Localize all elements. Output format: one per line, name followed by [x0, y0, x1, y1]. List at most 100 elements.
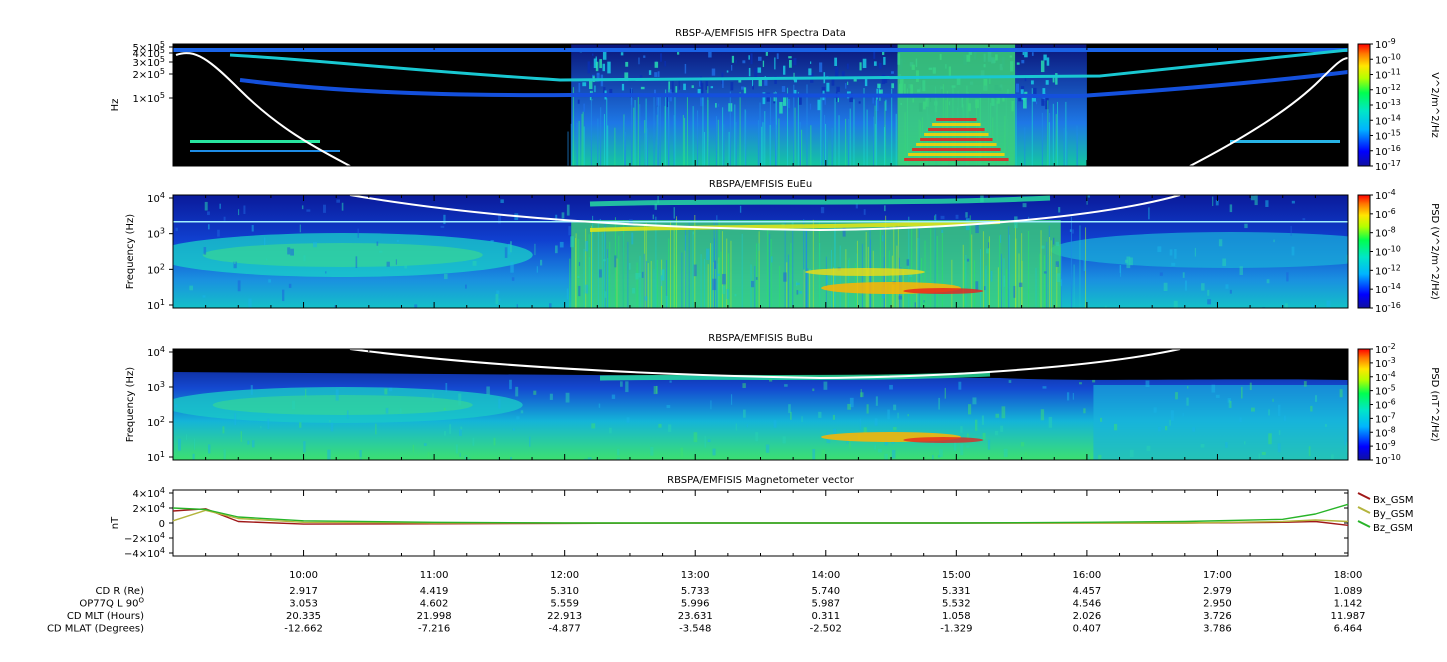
colorbar-hfr	[1357, 43, 1371, 167]
xtick-label-8: 18:00	[1334, 570, 1363, 581]
ephemeris-value: 5.331	[942, 586, 971, 597]
colorbar-eueu	[1357, 194, 1371, 309]
ephemeris-value: 4.457	[1073, 586, 1102, 597]
legend-swatch-1	[1357, 506, 1371, 514]
spectrogram-hfr	[173, 44, 1348, 166]
ephemeris-label-0: CD R (Re)	[96, 586, 145, 597]
colorbar-tick-bubu-7: 10-9	[1375, 439, 1396, 453]
legend-swatch-0	[1357, 492, 1371, 500]
panel-hfr: RBSP-A/EMFISIS HFR Spectra Data 5×1054×10…	[110, 28, 1440, 173]
ephemeris-value: 5.559	[550, 599, 579, 610]
ephemeris-value: 2.917	[289, 586, 318, 597]
colorbar-tick-eueu-6: 10-16	[1375, 301, 1401, 315]
colorbar-tick-eueu-1: 10-6	[1375, 207, 1396, 221]
ephemeris-value: -4.877	[549, 624, 581, 635]
colorbar-tick-bubu-3: 10-5	[1375, 384, 1396, 398]
colorbar-tick-hfr-8: 10-17	[1375, 159, 1401, 173]
ephemeris-value: -2.502	[810, 624, 842, 635]
legend-swatch-2	[1357, 520, 1371, 528]
ephemeris-label-3: CD MLAT (Degrees)	[47, 624, 144, 635]
ephemeris-value: 1.089	[1334, 586, 1363, 597]
ephemeris-value: 23.631	[678, 611, 713, 622]
panel-title-bubu: RBSPA/EMFISIS BuBu	[708, 333, 812, 344]
mag-ytick-2: 0	[159, 519, 165, 530]
ephemeris-value: 5.987	[811, 599, 840, 610]
colorbar-label-bubu: PSD (nT^2/Hz)	[1429, 367, 1440, 441]
ephemeris-value: 6.464	[1334, 624, 1363, 635]
panel-title-hfr: RBSP-A/EMFISIS HFR Spectra Data	[675, 28, 846, 39]
ephemeris-value: 21.998	[417, 611, 452, 622]
colorbar-tick-hfr-6: 10-15	[1375, 129, 1401, 143]
colorbar-tick-bubu-1: 10-3	[1375, 356, 1396, 370]
ephemeris-value: 5.532	[942, 599, 971, 610]
legend-entry-2: Bz_GSM	[1373, 523, 1413, 534]
ephemeris-value: 3.053	[289, 599, 318, 610]
colorbar-tick-bubu-4: 10-6	[1375, 398, 1396, 412]
ytick-eueu-3: 101	[147, 298, 165, 312]
colorbar-tick-eueu-4: 10-12	[1375, 263, 1401, 277]
ephemeris-value: 20.335	[286, 611, 321, 622]
colorbar-bubu	[1357, 348, 1371, 461]
xtick-label-7: 17:00	[1203, 570, 1232, 581]
panel-title-magnetometer: RBSPA/EMFISIS Magnetometer vector	[667, 475, 855, 486]
colorbar-label-eueu: PSD (V^2/m^2/Hz)	[1429, 203, 1440, 300]
panel-eueu: RBSPA/EMFISIS EuEu 104 103 102 101 Frequency …	[125, 179, 1440, 315]
ephemeris-value: -7.216	[418, 624, 450, 635]
panel-magnetometer: RBSPA/EMFISIS Magnetometer vector 4×1042×…	[110, 475, 1414, 560]
ylabel-eueu: Frequency (Hz)	[125, 214, 136, 290]
ytick-hfr-0: 5×105	[132, 40, 165, 54]
colorbar-tick-bubu-8: 10-10	[1375, 453, 1401, 467]
ephemeris-value: 0.311	[811, 611, 840, 622]
colorbar-tick-hfr-5: 10-14	[1375, 113, 1401, 127]
ylabel-bubu: Frequency (Hz)	[125, 367, 136, 443]
xtick-label-4: 14:00	[811, 570, 840, 581]
colorbar-tick-bubu-2: 10-4	[1375, 370, 1396, 384]
ephemeris-value: 11.987	[1331, 611, 1366, 622]
colorbar-tick-bubu-0: 10-2	[1375, 342, 1396, 356]
ephemeris-value: 1.142	[1334, 599, 1363, 610]
ephemeris-value: 5.310	[550, 586, 579, 597]
ephemeris-label-2: CD MLT (Hours)	[67, 611, 144, 622]
colorbar-tick-bubu-5: 10-7	[1375, 411, 1396, 425]
colorbar-tick-hfr-2: 10-11	[1375, 68, 1401, 82]
mag-ytick-3: −2×104	[124, 531, 165, 545]
ytick-hfr-2: 3×105	[132, 55, 165, 69]
mag-ytick-1: 2×104	[132, 501, 165, 515]
ephemeris-value: 4.419	[420, 586, 449, 597]
colorbar-tick-eueu-0: 10-4	[1375, 188, 1396, 202]
colorbar-label-hfr: V^2/m^2/Hz	[1429, 72, 1440, 138]
ylabel-hfr: Hz	[110, 99, 121, 112]
xtick-label-3: 13:00	[681, 570, 710, 581]
panel-title-eueu: RBSPA/EMFISIS EuEu	[709, 179, 812, 190]
mag-ytick-0: 4×104	[132, 486, 165, 500]
legend-entry-1: By_GSM	[1373, 509, 1414, 520]
ytick-bubu-1: 103	[147, 380, 165, 394]
ephemeris-label-1: OP77Q L 90O	[79, 597, 144, 610]
colorbar-tick-hfr-3: 10-12	[1375, 83, 1401, 97]
ephemeris-value: 0.407	[1073, 624, 1102, 635]
ephemeris-value: 1.058	[942, 611, 971, 622]
xtick-label-5: 15:00	[942, 570, 971, 581]
ephemeris-value: 5.733	[681, 586, 710, 597]
colorbar-tick-eueu-3: 10-10	[1375, 245, 1401, 259]
ytick-eueu-1: 103	[147, 227, 165, 241]
ytick-hfr-1: 4×105	[132, 46, 165, 60]
xtick-label-6: 16:00	[1072, 570, 1101, 581]
series-line-Bz_GSM	[172, 503, 1349, 524]
colorbar-tick-eueu-5: 10-14	[1375, 282, 1401, 296]
panel-bubu: RBSPA/EMFISIS BuBu 104 103 102 101 Frequency …	[125, 333, 1440, 467]
xtick-label-0: 10:00	[289, 570, 318, 581]
ytick-eueu-2: 102	[147, 262, 165, 276]
mag-ytick-4: −4×104	[124, 546, 165, 560]
colorbar-tick-hfr-0: 10-9	[1375, 37, 1396, 51]
ephemeris-value: 5.740	[811, 586, 840, 597]
ephemeris-value: 4.602	[420, 599, 449, 610]
ytick-bubu-3: 101	[147, 450, 165, 464]
colorbar-tick-bubu-6: 10-8	[1375, 425, 1396, 439]
ephemeris-value: 2.026	[1073, 611, 1102, 622]
spectrogram-bubu	[173, 349, 1348, 460]
colorbar-tick-hfr-4: 10-13	[1375, 98, 1401, 112]
ephemeris-value: 22.913	[547, 611, 582, 622]
ephemeris-value: 2.950	[1203, 599, 1232, 610]
